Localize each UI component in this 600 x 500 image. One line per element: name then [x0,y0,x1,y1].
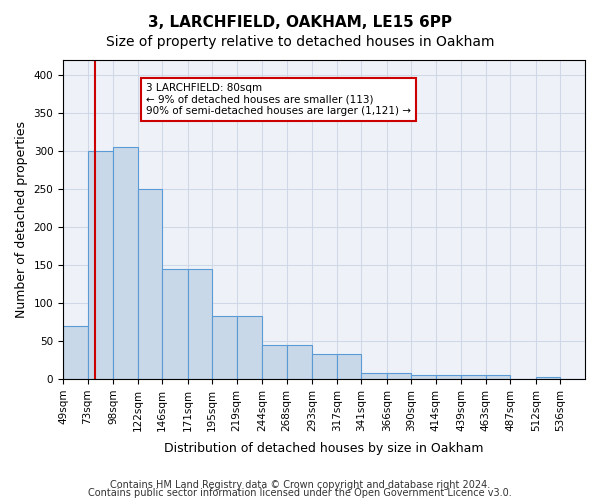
Bar [436,375,461,379]
Bar [236,316,262,379]
Bar [486,375,511,379]
Text: 3 LARCHFIELD: 80sqm
← 9% of detached houses are smaller (113)
90% of semi-detach: 3 LARCHFIELD: 80sqm ← 9% of detached hou… [146,83,411,116]
Bar [137,189,162,379]
Bar [88,151,113,379]
Bar [63,326,88,379]
Bar [262,345,287,379]
Bar [188,269,212,379]
Text: Contains HM Land Registry data © Crown copyright and database right 2024.: Contains HM Land Registry data © Crown c… [110,480,490,490]
Bar [312,354,337,379]
Text: Size of property relative to detached houses in Oakham: Size of property relative to detached ho… [106,35,494,49]
Bar [361,373,387,379]
Bar [212,316,236,379]
Bar [287,345,312,379]
Bar [536,377,560,379]
Text: Contains public sector information licensed under the Open Government Licence v3: Contains public sector information licen… [88,488,512,498]
X-axis label: Distribution of detached houses by size in Oakham: Distribution of detached houses by size … [164,442,484,455]
Bar [162,269,188,379]
Text: 3, LARCHFIELD, OAKHAM, LE15 6PP: 3, LARCHFIELD, OAKHAM, LE15 6PP [148,15,452,30]
Bar [387,373,412,379]
Bar [113,148,137,379]
Bar [461,375,486,379]
Bar [585,377,600,379]
Bar [412,375,436,379]
Bar [337,354,361,379]
Y-axis label: Number of detached properties: Number of detached properties [15,121,28,318]
